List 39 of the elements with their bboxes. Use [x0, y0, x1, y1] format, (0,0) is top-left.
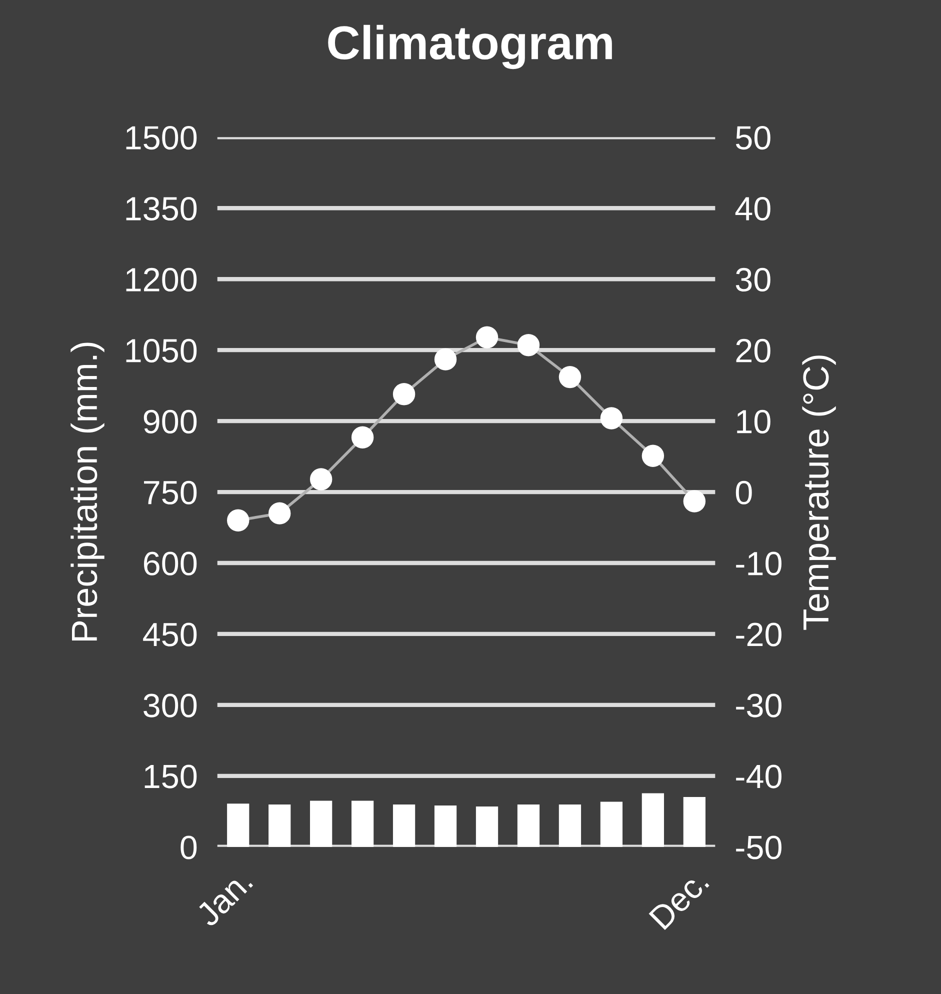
point [268, 502, 291, 524]
y-tick-label: 1500 [126, 126, 197, 150]
y-tick-label: 750 [144, 480, 197, 504]
point [683, 490, 706, 512]
y2-tick-label: -50 [736, 836, 782, 860]
y2-tick-label: 30 [736, 268, 770, 292]
y-tick-label: 150 [144, 764, 197, 788]
y-tick-label: 300 [144, 694, 197, 718]
point [517, 334, 540, 356]
y-tick-label: 0 [180, 836, 197, 860]
y2-tick-label: -30 [736, 694, 782, 718]
x-tick-label: Dec. [648, 869, 710, 930]
y-tick-label: 900 [144, 410, 197, 434]
y2-tick-label: -40 [736, 764, 782, 788]
point [558, 366, 582, 388]
point [351, 426, 374, 448]
y2-tick-label: 0 [736, 480, 752, 504]
y2-tick-label: -20 [736, 622, 782, 646]
chart-title: Climatogram [328, 24, 612, 70]
point [310, 468, 332, 490]
point [476, 326, 498, 348]
y-tick-label: 1350 [126, 196, 197, 221]
point [434, 348, 457, 370]
y-tick-label: 600 [144, 552, 197, 576]
y-tick-label: 1200 [126, 268, 197, 292]
point [600, 407, 623, 430]
point [642, 444, 664, 467]
point [392, 382, 416, 406]
point [227, 509, 250, 532]
y2-tick-label: 10 [737, 410, 770, 434]
y2-tick-label: -10 [736, 552, 782, 576]
y2-tick-label: 20 [736, 338, 770, 362]
y2-tick-label: 40 [735, 196, 770, 221]
y-tick-label: 1050 [126, 338, 197, 362]
y2-axis-title: Temperature (°C) [802, 356, 836, 630]
y-axis-title: Precipitation (mm.) [70, 342, 104, 641]
x-tick-label: Jan. [194, 869, 254, 928]
y-tick-label: 450 [143, 622, 197, 646]
y2-tick-label: 50 [736, 126, 770, 150]
